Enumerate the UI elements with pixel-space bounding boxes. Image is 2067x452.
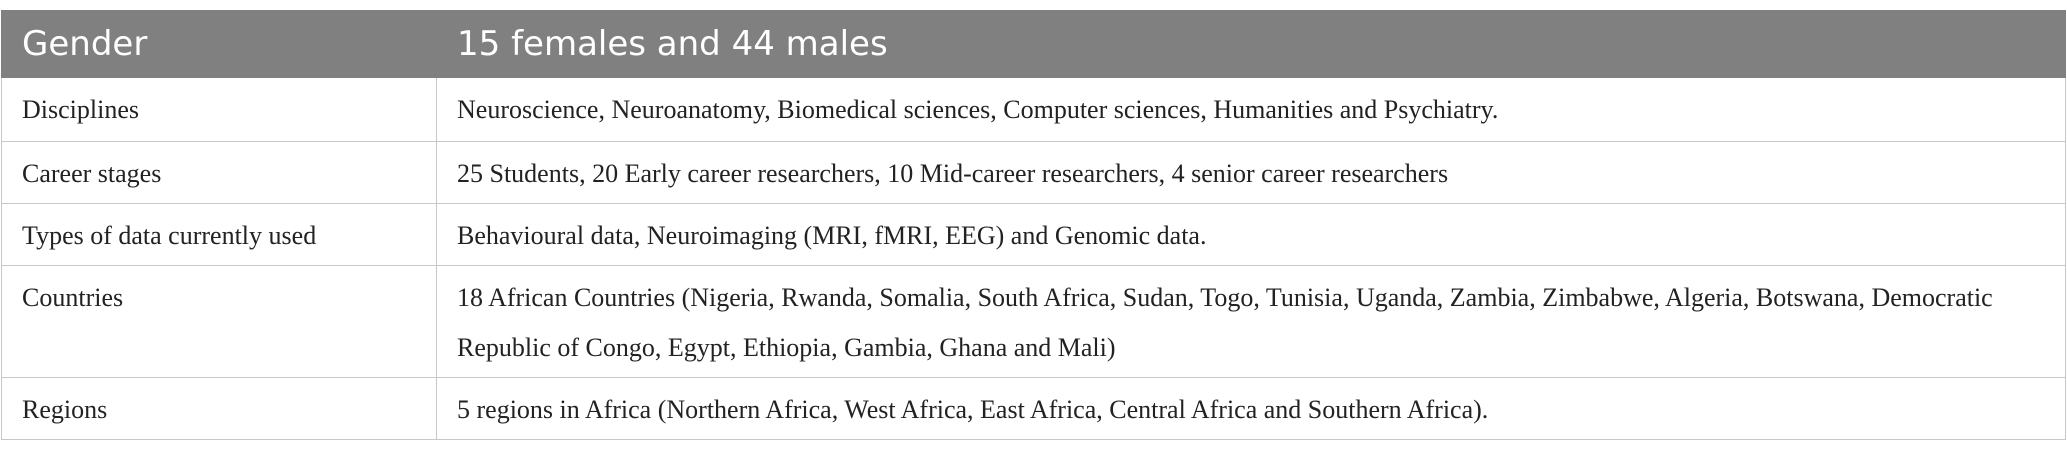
- row-value: Behavioural data, Neuroimaging (MRI, fMR…: [436, 203, 2066, 266]
- row-value: 25 Students, 20 Early career researchers…: [436, 141, 2066, 204]
- header-cell: Gender: [1, 10, 437, 78]
- table-row: Career stages 25 Students, 20 Early caree…: [1, 141, 2066, 204]
- row-value: 18 African Countries (Nigeria, Rwanda, S…: [436, 265, 2066, 378]
- table-row: Countries 18 African Countries (Nigeria, …: [1, 265, 2066, 378]
- row-label: Types of data currently used: [1, 203, 437, 266]
- table-row: Disciplines Neuroscience, Neuroanatomy, B…: [1, 77, 2066, 142]
- row-value: Neuroscience, Neuroanatomy, Biomedical s…: [436, 77, 2066, 142]
- header-cell: 15 females and 44 males: [436, 10, 2066, 78]
- table-body: Disciplines Neuroscience, Neuroanatomy, B…: [1, 77, 2066, 440]
- row-label: Disciplines: [1, 77, 437, 142]
- table-row: Types of data currently used Behavioural …: [1, 203, 2066, 266]
- row-label: Career stages: [1, 141, 437, 204]
- row-label: Countries: [1, 265, 437, 378]
- table-row: Regions 5 regions in Africa (Northern Afr…: [1, 377, 2066, 440]
- row-value: 5 regions in Africa (Northern Africa, We…: [436, 377, 2066, 440]
- header-row: Gender 15 females and 44 males: [1, 10, 2066, 78]
- table: Gender 15 females and 44 males Disciplin…: [1, 10, 2066, 440]
- row-label: Regions: [1, 377, 437, 440]
